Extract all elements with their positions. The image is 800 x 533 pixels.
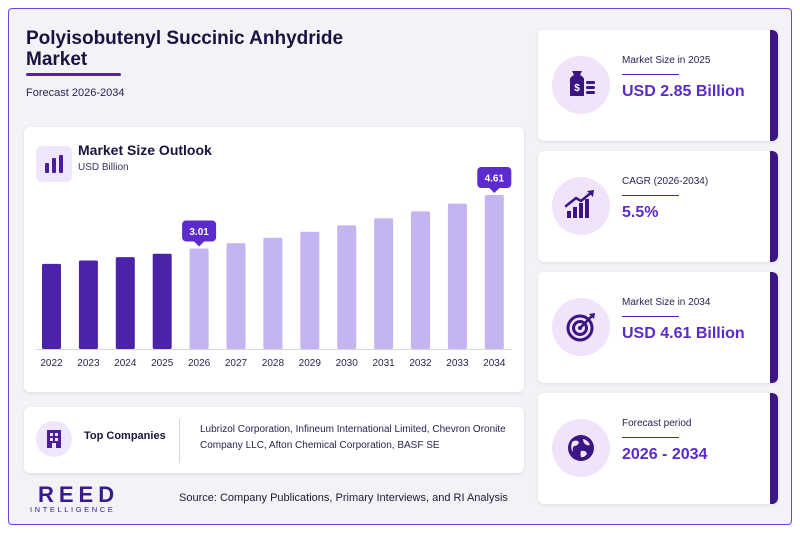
callout-value: 4.61 (485, 174, 505, 185)
stat-value: 5.5% (622, 204, 659, 221)
stat-card-cagr: CAGR (2026-2034) 5.5% (538, 151, 778, 262)
callout-pointer (489, 188, 500, 193)
title-line-2: Market (26, 49, 88, 70)
svg-text:$: $ (574, 83, 580, 94)
stat-label: CAGR (2026-2034) (622, 176, 709, 187)
bar-2023 (78, 260, 98, 349)
x-tick-label: 2030 (336, 358, 359, 369)
x-tick-label: 2029 (299, 358, 322, 369)
logo-tagline: INTELLIGENCE (30, 505, 116, 514)
stat-card-market-size-2034: Market Size in 2034 USD 4.61 Billion (538, 272, 778, 383)
globe-icon (552, 419, 610, 477)
stat-divider (622, 437, 679, 438)
money-bag-icon: $ (552, 56, 610, 114)
growth-chart-icon (552, 177, 610, 235)
stat-value: USD 4.61 Billion (622, 325, 745, 342)
source-note: Source: Company Publications, Primary In… (179, 492, 508, 504)
x-tick-label: 2027 (225, 358, 248, 369)
market-size-chart-card: Market Size Outlook USD Billion 2022 2023… (24, 127, 524, 392)
divider (179, 419, 180, 463)
stat-card-market-size-2025: $ Market Size in 2025 USD 2.85 Billion (538, 30, 778, 141)
bar-2029 (300, 231, 320, 349)
bar-2034 (484, 195, 504, 349)
bar-chart: 2022 2023 2024 2025 2026 2027 2028 2029 2030 2031… (36, 167, 512, 369)
top-companies-card: Top Companies Lubrizol Corporation, Infi… (24, 407, 524, 473)
x-tick-label: 2033 (446, 358, 469, 369)
top-companies-label: Top Companies (84, 430, 166, 442)
target-icon (552, 298, 610, 356)
x-tick-label: 2028 (262, 358, 285, 369)
forecast-subtitle: Forecast 2026-2034 (26, 87, 125, 99)
x-tick-label: 2025 (151, 358, 174, 369)
callout-2026: 3.01 (182, 220, 217, 247)
stat-label: Market Size in 2025 (622, 55, 711, 66)
bar-2028 (263, 237, 283, 349)
stat-divider (622, 195, 679, 196)
x-tick-label: 2031 (372, 358, 395, 369)
x-tick-label: 2026 (188, 358, 211, 369)
building-icon (36, 421, 72, 457)
stat-label: Market Size in 2034 (622, 297, 711, 308)
title-line-1: Polyisobutenyl Succinic Anhydride (26, 28, 344, 49)
bar-2030 (337, 225, 357, 349)
x-tick-label: 2032 (409, 358, 432, 369)
page-title: Polyisobutenyl Succinic Anhydride Market (26, 28, 406, 70)
bar-chart-icon (36, 146, 72, 182)
x-tick-label: 2024 (114, 358, 137, 369)
stat-divider (622, 316, 679, 317)
bar-2031 (374, 218, 394, 349)
callout-2034: 4.61 (477, 167, 512, 193)
stat-label: Forecast period (622, 418, 692, 429)
bar-2027 (226, 243, 246, 349)
callout-value: 3.01 (189, 227, 209, 238)
bar-2026 (189, 248, 209, 349)
bar-2033 (447, 203, 467, 349)
title-underline (26, 73, 121, 76)
x-tick-label: 2022 (40, 358, 63, 369)
bar-2032 (411, 211, 430, 349)
stat-value: USD 2.85 Billion (622, 83, 745, 100)
bar-2022 (42, 263, 61, 349)
callout-box (182, 220, 217, 242)
stat-value: 2026 - 2034 (622, 446, 708, 463)
x-tick-label: 2023 (77, 358, 100, 369)
callout-box (477, 167, 512, 188)
bar-2025 (152, 253, 172, 349)
stat-card-forecast-period: Forecast period 2026 - 2034 (538, 393, 778, 504)
top-companies-list: Lubrizol Corporation, Infineum Internati… (200, 424, 506, 451)
logo-wordmark: REED (38, 482, 120, 507)
bar-2024 (115, 257, 135, 349)
stat-divider (622, 74, 679, 75)
callout-pointer (194, 241, 205, 247)
chart-unit: USD Billion (78, 162, 129, 173)
chart-title: Market Size Outlook (78, 142, 212, 158)
x-tick-label: 2034 (483, 358, 506, 369)
